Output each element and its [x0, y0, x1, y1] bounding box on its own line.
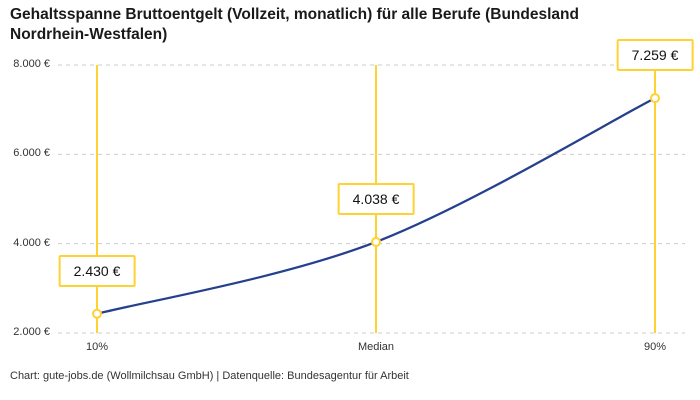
- data-point-marker: [371, 236, 381, 247]
- y-axis-label: 8.000 €: [13, 58, 50, 70]
- data-point-marker: [92, 308, 102, 319]
- chart-title: Gehaltsspanne Bruttoentgelt (Vollzeit, m…: [10, 6, 579, 44]
- y-axis-label: 6.000 €: [13, 147, 50, 160]
- value-callout: 4.038 €: [337, 182, 415, 215]
- chart-source-attribution: Chart: gute-jobs.de (Wollmilchsau GmbH) …: [10, 370, 409, 382]
- x-axis-label: Median: [357, 341, 395, 353]
- x-axis-label: 90%: [643, 341, 667, 353]
- value-callout: 7.259 €: [616, 39, 694, 72]
- value-callout: 2.430 €: [58, 254, 136, 287]
- y-axis-label: 2.000 €: [13, 326, 50, 338]
- y-axis-label: 4.000 €: [13, 236, 50, 249]
- x-axis-label: 10%: [85, 341, 109, 353]
- data-point-marker: [650, 93, 660, 104]
